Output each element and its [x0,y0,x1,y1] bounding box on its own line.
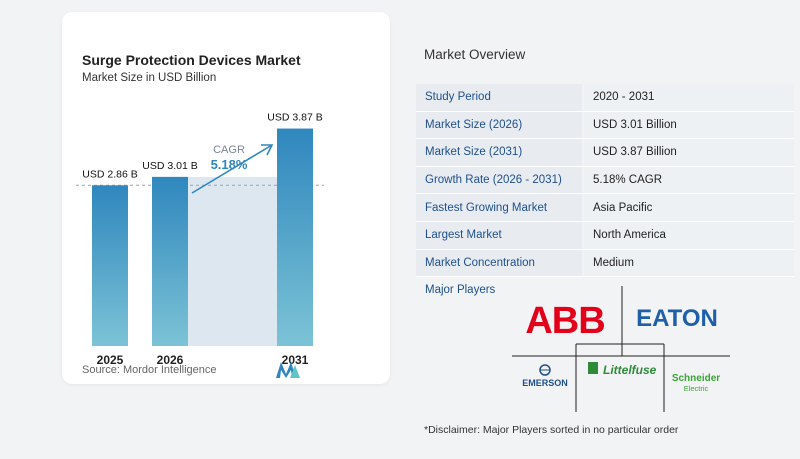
row-value: USD 3.01 Billion [584,111,794,139]
overview-table: Study Period 2020 - 2031 Market Size (20… [416,84,794,278]
market-overview-panel: Market Overview Study Period 2020 - 2031… [410,0,800,459]
chart-subtitle: Market Size in USD Billion [82,72,217,84]
emerson-logo-icon [539,364,551,376]
major-players-logos: ABB EATON EMERSON Littelfuse Schneider E… [512,286,730,412]
row-value: North America [584,221,794,249]
row-value: USD 3.87 Billion [584,139,794,166]
bar-value-label: USD 3.01 B [142,160,197,172]
abb-logo: ABB [525,300,604,342]
row-value: 2020 - 2031 [584,84,794,111]
cagr-value: 5.18% [211,157,248,172]
table-row: Study Period 2020 - 2031 [416,84,794,112]
x-tick-label: 2031 [282,353,309,367]
row-label: Growth Rate (2026 - 2031) [416,166,582,194]
row-label: Study Period [416,84,582,111]
table-row: Fastest Growing Market Asia Pacific [416,194,794,222]
row-label: Market Size (2031) [416,139,582,166]
bar-value-label: USD 2.86 B [82,168,137,180]
table-row: Market Size (2026) USD 3.01 Billion [416,111,794,140]
table-row: Market Concentration Medium [416,249,794,278]
row-label: Largest Market [416,221,582,249]
disclaimer-text: *Disclaimer: Major Players sorted in no … [424,424,679,436]
x-tick-label: 2025 [97,353,124,367]
row-value: 5.18% CAGR [584,166,794,194]
bar-chart: USD 2.86 B USD 3.01 B USD 3.87 B 2025 2026 2… [76,112,324,367]
x-tick-label: 2026 [157,353,184,367]
major-players-label: Major Players [425,284,496,296]
row-label: Market Concentration [416,249,582,277]
bar-2031 [277,128,313,346]
row-label: Fastest Growing Market [416,194,582,221]
table-row: Market Size (2031) USD 3.87 Billion [416,139,794,167]
littelfuse-mark-icon [588,362,598,374]
emerson-logo: EMERSON [522,378,568,388]
littelfuse-logo: Littelfuse [603,363,657,377]
mordor-intelligence-logo-icon [276,362,300,378]
chart-title: Surge Protection Devices Market [82,52,301,68]
cagr-arrow [191,144,273,194]
row-label: Market Size (2026) [416,111,582,139]
chart-source: Source: Mordor Intelligence [82,364,217,376]
schneider-electric-logo: Electric [684,384,709,393]
row-value: Asia Pacific [584,194,794,221]
cagr-label: CAGR [213,144,245,156]
table-row: Growth Rate (2026 - 2031) 5.18% CAGR [416,166,794,195]
table-row: Largest Market North America [416,221,794,250]
chart-card: Surge Protection Devices Market Market S… [62,12,390,384]
schneider-logo: Schneider [672,373,720,384]
growth-band [188,176,277,346]
row-value: Medium [584,249,794,277]
bar-2026 [152,176,188,346]
cagr-arrowhead-icon [261,144,274,156]
bar-2025 [92,185,128,346]
overview-title: Market Overview [424,47,526,62]
eaton-logo: EATON [636,305,718,332]
bar-value-label: USD 3.87 B [267,112,322,124]
